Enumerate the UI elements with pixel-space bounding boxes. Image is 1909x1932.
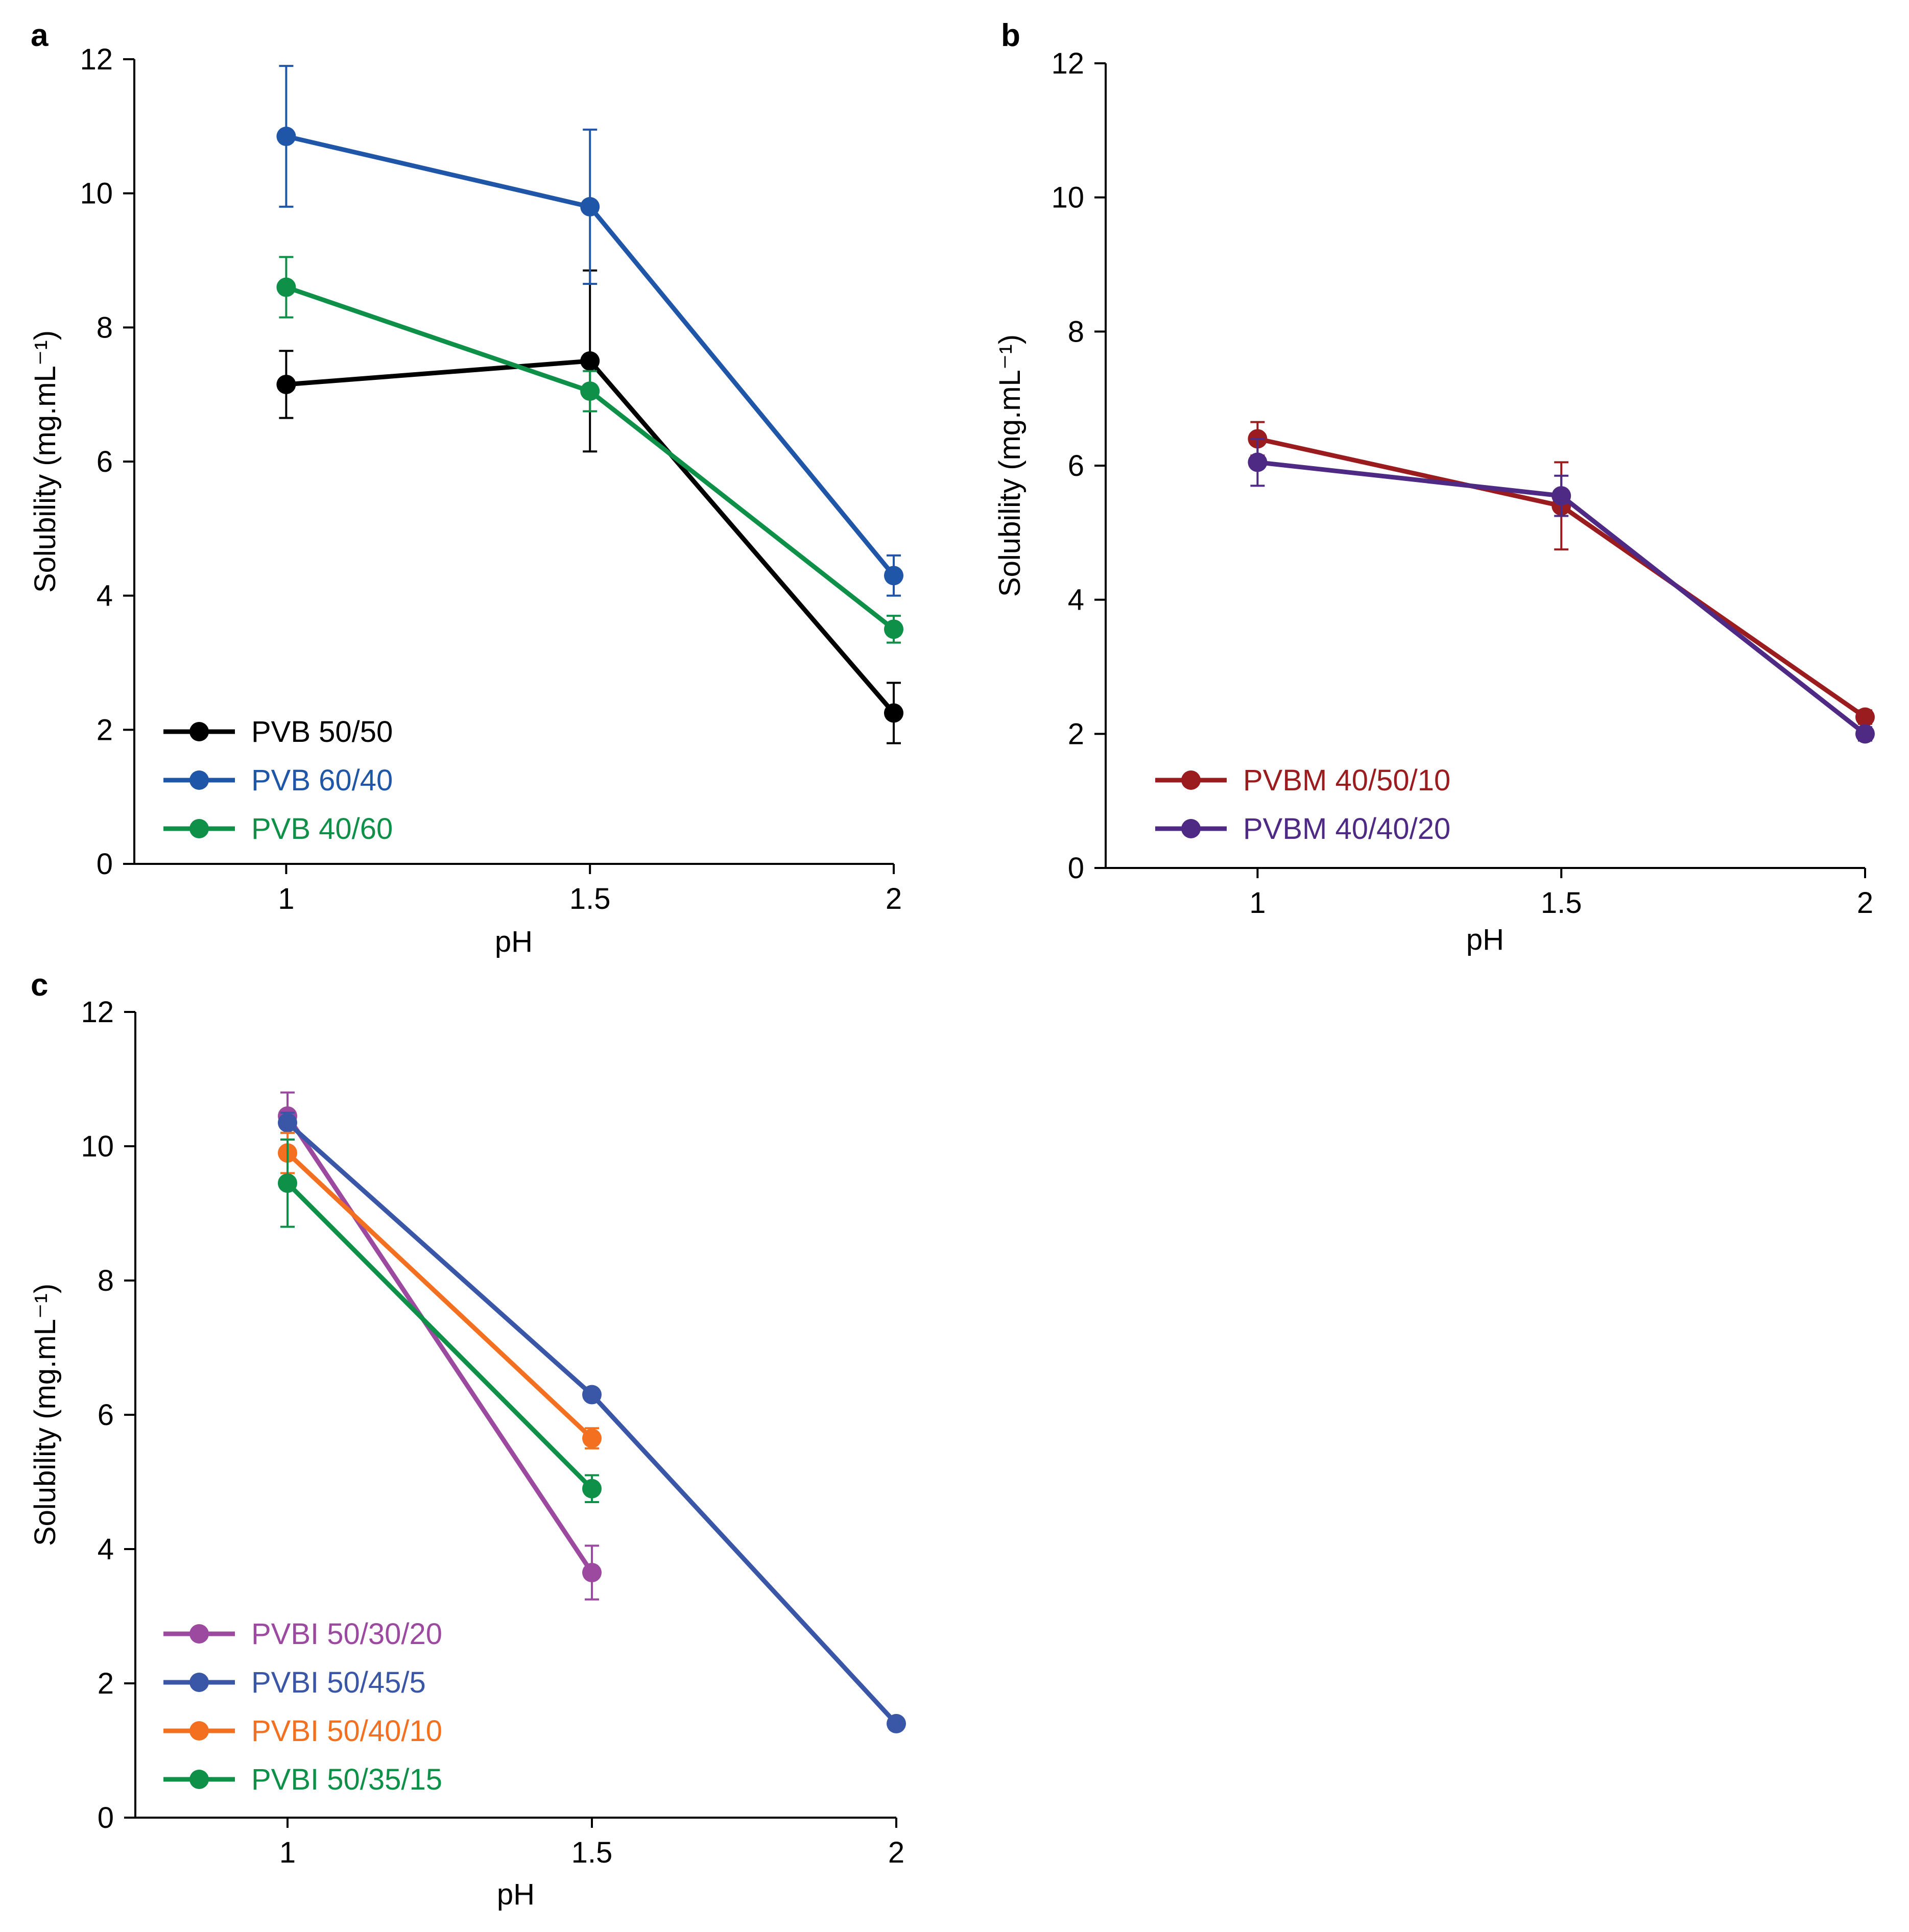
x-axis-title: pH xyxy=(497,1878,535,1911)
legend-swatch-marker xyxy=(189,1770,209,1789)
legend-swatch-marker xyxy=(1181,770,1201,790)
data-point xyxy=(276,374,296,394)
y-tick-label: 2 xyxy=(98,1667,114,1700)
x-tick-label: 1.5 xyxy=(1541,886,1582,920)
y-tick-label: 10 xyxy=(81,1130,114,1163)
legend-swatch-marker xyxy=(189,819,209,838)
y-tick-label: 4 xyxy=(1068,584,1084,617)
series-line xyxy=(285,1115,594,1574)
data-point xyxy=(276,127,296,147)
series-pvb-40-60 xyxy=(276,256,903,644)
y-tick-label: 12 xyxy=(81,996,114,1029)
legend-swatch-marker xyxy=(189,1673,209,1692)
legend-swatch-marker xyxy=(189,722,209,741)
y-tick-label: 4 xyxy=(98,1533,114,1566)
data-point xyxy=(580,381,600,401)
data-point xyxy=(582,1385,602,1405)
y-tick-label: 12 xyxy=(80,43,113,76)
legend-label: PVBI 50/30/20 xyxy=(251,1617,442,1651)
chart-panel-a: a Solubility (mg.mL⁻¹) pH 0 2 4 6 8 10 12 1 1.5 2… xyxy=(29,18,903,958)
legend-label: PVB 50/50 xyxy=(251,715,393,748)
y-tick-label: 6 xyxy=(98,1398,114,1432)
y-tick-label: 4 xyxy=(97,579,113,613)
y-axis-title: Solubility (mg.mL⁻¹) xyxy=(993,334,1027,597)
data-point xyxy=(1855,724,1875,744)
legend: PVB 50/50 PVB 60/40 PVB 40/60 xyxy=(163,715,393,846)
y-tick-label: 0 xyxy=(98,1801,114,1834)
panel-letter-c: c xyxy=(31,968,48,1003)
legend: PVBM 40/50/10 PVBM 40/40/20 xyxy=(1155,764,1450,846)
x-axis-title: pH xyxy=(1466,923,1504,956)
y-tick-label: 2 xyxy=(97,713,113,746)
data-point xyxy=(278,1113,297,1132)
data-point xyxy=(887,1713,906,1733)
y-axis-title-text: Solubility (mg.mL⁻¹) xyxy=(29,1284,62,1546)
y-tick-label: 8 xyxy=(97,311,113,344)
data-point xyxy=(1552,486,1571,506)
legend-label: PVBI 50/45/5 xyxy=(251,1666,426,1699)
y-axis-title-text: Solubility (mg.mL⁻¹) xyxy=(29,330,62,593)
data-point xyxy=(884,619,903,639)
series-pvbm-40-40-20 xyxy=(1248,438,1875,744)
y-tick-label: 10 xyxy=(80,177,113,210)
x-axis-title: pH xyxy=(495,925,533,958)
legend-label: PVB 40/60 xyxy=(251,812,393,846)
series-pvbi-50-35-15 xyxy=(278,1138,602,1503)
x-tick-label: 1 xyxy=(278,882,294,915)
data-point xyxy=(278,1173,297,1193)
y-tick-label: 8 xyxy=(1068,315,1084,348)
x-tick-label: 1.5 xyxy=(569,882,611,915)
panel-letter-b: b xyxy=(1001,18,1020,53)
y-axis-title-text: Solubility (mg.mL⁻¹) xyxy=(993,334,1027,597)
legend-label: PVBM 40/40/20 xyxy=(1243,812,1450,846)
data-point xyxy=(276,277,296,297)
series-line xyxy=(285,1181,594,1490)
y-tick-label: 12 xyxy=(1051,47,1084,80)
legend-swatch-marker xyxy=(1181,819,1201,838)
legend-label: PVBI 50/40/10 xyxy=(251,1714,442,1748)
data-point xyxy=(1248,452,1268,472)
x-tick-label: 2 xyxy=(1857,886,1873,920)
y-tick-label: 0 xyxy=(1068,852,1084,885)
data-point xyxy=(580,197,600,216)
x-tick-label: 2 xyxy=(888,1836,904,1869)
series-line xyxy=(285,1151,594,1440)
data-point xyxy=(582,1479,602,1499)
panel-letter-a: a xyxy=(31,18,49,53)
y-tick-label: 8 xyxy=(98,1264,114,1297)
data-point xyxy=(580,351,600,371)
legend-label: PVB 60/40 xyxy=(251,764,393,797)
series-pvb-50-50 xyxy=(276,269,903,744)
y-tick-label: 6 xyxy=(97,445,113,478)
legend-swatch-marker xyxy=(189,1624,209,1644)
legend-swatch-marker xyxy=(189,1721,209,1741)
legend-label: PVBI 50/35/15 xyxy=(251,1763,442,1796)
y-axis-title: Solubility (mg.mL⁻¹) xyxy=(29,1284,62,1546)
x-tick-label: 1 xyxy=(279,1836,296,1869)
y-tick-label: 2 xyxy=(1068,717,1084,751)
series-pvb-60-40 xyxy=(276,65,903,597)
y-tick-label: 6 xyxy=(1068,449,1084,482)
chart-panel-c: c Solubility (mg.mL⁻¹) pH 0 2 4 6 8 10 12 1 1.5 2… xyxy=(29,968,906,1911)
data-point xyxy=(1855,707,1875,727)
data-point xyxy=(884,703,903,723)
data-point xyxy=(582,1563,602,1583)
data-point xyxy=(582,1429,602,1448)
x-tick-label: 2 xyxy=(886,882,902,915)
legend-swatch-marker xyxy=(189,770,209,790)
chart-panel-b: b Solubility (mg.mL⁻¹) pH 0 2 4 6 8 10 12 1 1.5 2… xyxy=(993,18,1875,956)
x-tick-label: 1 xyxy=(1249,886,1266,920)
y-tick-label: 10 xyxy=(1051,181,1084,214)
data-point xyxy=(884,566,903,586)
legend-label: PVBM 40/50/10 xyxy=(1243,764,1450,797)
legend: PVBI 50/30/20 PVBI 50/45/5 PVBI 50/40/10 PV… xyxy=(163,1617,442,1796)
y-axis-title: Solubility (mg.mL⁻¹) xyxy=(29,330,62,593)
x-tick-label: 1.5 xyxy=(571,1836,613,1869)
y-tick-label: 0 xyxy=(97,848,113,881)
